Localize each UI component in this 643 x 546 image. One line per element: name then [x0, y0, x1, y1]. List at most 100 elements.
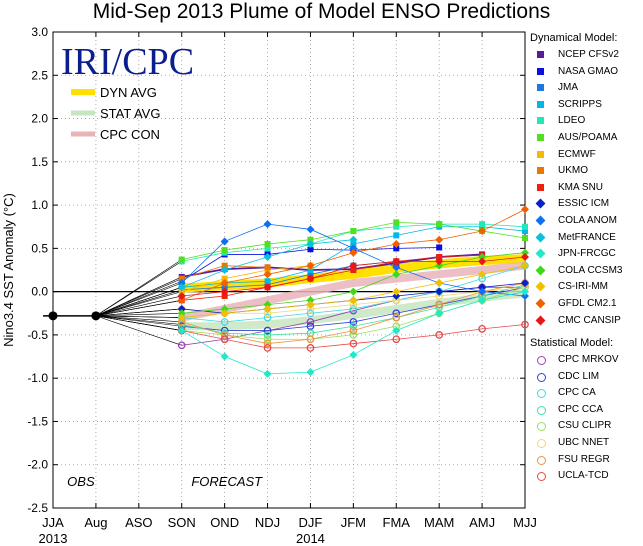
- plot-frame: [52, 31, 526, 509]
- data-point-ecmwf: [178, 288, 185, 295]
- data-point-ukmo: [178, 275, 185, 282]
- series-line-ucla-tcd: [181, 324, 526, 349]
- legend-item-cola-ccsm3: COLA CCSM3: [530, 263, 643, 280]
- data-point-cs-iri-mm: [349, 296, 358, 305]
- data-point-fsu-regr: [306, 335, 315, 344]
- data-point-cola-ccsm3: [392, 270, 401, 279]
- legend-label: CDC LIM: [558, 370, 600, 382]
- x-tick-label: MAM: [424, 515, 454, 530]
- data-point-aus-poama: [178, 256, 185, 263]
- legend-marker: [535, 281, 546, 292]
- legend-marker: [537, 422, 546, 432]
- data-point-cola-ccsm3: [306, 296, 315, 305]
- data-point-jpn-frcgc: [435, 309, 444, 318]
- data-point-ukmo: [264, 264, 271, 271]
- data-point-cola-ccsm3: [177, 309, 186, 318]
- legend-label: CPC MRKOV: [558, 354, 619, 366]
- legend-label: CPC CCA: [558, 403, 604, 415]
- statistical-legend-list: CPC MRKOV CDC LIM CPC CA CPC CCA CSU CLIPR UB…: [530, 352, 643, 485]
- data-point-ldeo: [479, 221, 486, 228]
- data-point-aus-poama: [221, 247, 228, 254]
- data-point-kma-snu: [436, 254, 443, 261]
- year-label: 2014: [296, 531, 325, 546]
- y-tick-label: -0.5: [27, 328, 48, 342]
- data-point-metfrance: [220, 266, 229, 274]
- data-point-gfdl-cm2-1: [478, 227, 487, 236]
- connector-line: [95, 259, 182, 317]
- connector-line: [95, 315, 182, 323]
- legend-marker: [535, 265, 546, 276]
- legend-item-cmc-cansip: CMC CANSIP: [530, 313, 643, 330]
- data-point-cola-anom: [177, 278, 186, 287]
- legend-marker: [535, 298, 546, 309]
- data-point-cola-ccsm3: [478, 253, 487, 262]
- data-point-cola-anom: [306, 225, 315, 234]
- series-line-ecmwf: [181, 265, 311, 293]
- connector-line: [95, 299, 182, 317]
- legend-item-cpc-mrkov: CPC MRKOV: [530, 352, 643, 369]
- data-point-jpn-frcgc: [306, 368, 315, 377]
- data-point-essic-icm: [478, 283, 487, 292]
- data-point-ucla-tcd: [392, 335, 401, 344]
- data-point-gfdl-cm2-1: [349, 248, 358, 257]
- data-point-csu-clipr: [349, 331, 358, 339]
- year-label: 2013: [39, 531, 68, 546]
- data-point-aus-poama: [436, 221, 443, 228]
- data-point-scripps: [393, 232, 400, 239]
- legend-marker: [537, 389, 546, 399]
- legend-item-cpc-cca: CPC CCA: [530, 402, 643, 419]
- data-point-cola-ccsm3: [521, 248, 529, 257]
- legend-label: NASA GMAO: [558, 65, 619, 77]
- data-point-metfrance: [306, 240, 315, 249]
- data-point-cola-anom: [220, 237, 229, 246]
- connector-line: [95, 312, 182, 317]
- obs-label: OBS: [67, 474, 95, 489]
- legend-item-jpn-frcgc: JPN-FRCGC: [530, 246, 643, 263]
- series-line-cpc-cca: [181, 284, 526, 336]
- data-point-ucla-tcd: [220, 335, 229, 344]
- data-point-nasa-gmao: [307, 246, 314, 253]
- legend-label: COLA ANOM: [558, 214, 617, 226]
- series-line-kma-snu: [181, 254, 483, 301]
- connector-line: [95, 315, 182, 325]
- y-tick-label: 0.0: [31, 285, 48, 299]
- data-point-cpc-mrkov: [306, 318, 315, 326]
- connector-line: [95, 282, 182, 317]
- y-tick-label: 2.0: [31, 112, 48, 126]
- data-point-metfrance: [263, 253, 272, 262]
- data-point-cola-ccsm3: [220, 304, 229, 313]
- legend-marker: [537, 84, 544, 92]
- connector-line: [95, 295, 182, 317]
- legend-item-kma-snu: KMA SNU: [530, 180, 643, 197]
- data-point-nasa-gmao: [436, 244, 443, 251]
- x-tick-label: Aug: [84, 515, 107, 530]
- legend-marker: [537, 150, 544, 158]
- data-point-scripps: [522, 228, 528, 235]
- data-point-cola-anom: [263, 220, 272, 229]
- data-point-jpn-frcgc: [263, 369, 272, 378]
- legend-label: CSU CLIPR: [558, 420, 612, 432]
- y-tick-label: -2.0: [27, 458, 48, 472]
- data-point-cpc-ca: [349, 305, 358, 313]
- legend-item-nasa-gmao: NASA GMAO: [530, 64, 643, 81]
- statistical-legend-header: Statistical Model:: [530, 337, 614, 350]
- legend-label: ESSIC ICM: [558, 198, 610, 210]
- legend-marker: [537, 405, 546, 415]
- legend-marker: [535, 315, 546, 325]
- data-point-gfdl-cm2-1: [177, 296, 186, 305]
- legend-item-cs-iri-mm: CS-IRI-MM: [530, 279, 643, 296]
- legend-marker: [535, 248, 546, 259]
- legend-item-ldeo: LDEO: [530, 113, 643, 130]
- data-point-fsu-regr: [435, 300, 444, 309]
- average-line-cpc-con: [180, 261, 526, 322]
- data-point-cmc-cansip: [521, 253, 529, 262]
- y-tick-label: 0.5: [31, 241, 48, 255]
- chart-title: Mid-Sep 2013 Plume of Model ENSO Predict…: [92, 0, 551, 23]
- data-point-gfdl-cm2-1: [220, 278, 229, 287]
- legend-item-scripps: SCRIPPS: [530, 97, 643, 114]
- average-legend-label: DYN AVG: [100, 85, 157, 100]
- data-point-ucla-tcd: [263, 344, 272, 352]
- y-tick-label: 1.0: [31, 198, 48, 212]
- data-point-jpn-frcgc: [478, 296, 487, 305]
